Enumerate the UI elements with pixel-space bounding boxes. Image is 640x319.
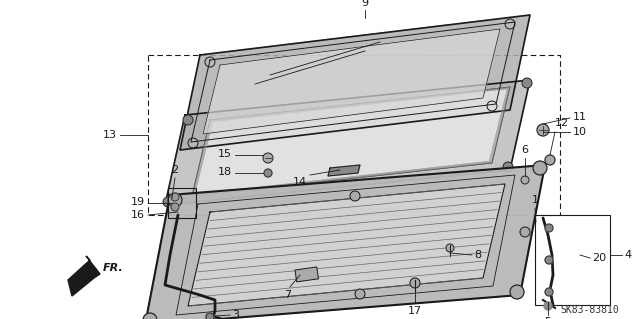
Circle shape xyxy=(168,193,182,207)
Circle shape xyxy=(537,124,549,136)
Circle shape xyxy=(171,193,179,201)
Circle shape xyxy=(183,115,193,125)
Text: 2: 2 xyxy=(172,165,179,175)
Polygon shape xyxy=(68,256,100,296)
Circle shape xyxy=(263,153,273,163)
Circle shape xyxy=(545,224,553,232)
Text: 10: 10 xyxy=(573,127,587,137)
Polygon shape xyxy=(145,165,545,319)
Text: 17: 17 xyxy=(408,306,422,316)
Circle shape xyxy=(163,197,173,207)
Text: SK83-83810: SK83-83810 xyxy=(561,305,620,315)
Circle shape xyxy=(521,176,529,184)
Text: 15: 15 xyxy=(218,149,232,159)
Text: 18: 18 xyxy=(218,167,232,177)
Bar xyxy=(295,267,319,282)
Text: 8: 8 xyxy=(474,250,481,260)
Polygon shape xyxy=(188,184,505,306)
Polygon shape xyxy=(203,29,500,134)
Text: 4: 4 xyxy=(624,250,631,260)
Text: 11: 11 xyxy=(573,112,587,122)
Circle shape xyxy=(522,78,532,88)
Text: 13: 13 xyxy=(103,130,117,140)
Text: 3: 3 xyxy=(232,310,239,319)
Circle shape xyxy=(350,191,360,201)
Circle shape xyxy=(143,313,157,319)
Circle shape xyxy=(264,169,272,177)
Text: 5: 5 xyxy=(545,317,552,319)
Circle shape xyxy=(533,161,547,175)
Polygon shape xyxy=(165,80,530,205)
Circle shape xyxy=(545,288,553,296)
Text: 19: 19 xyxy=(131,197,145,207)
Circle shape xyxy=(206,313,214,319)
Circle shape xyxy=(544,302,552,310)
Circle shape xyxy=(171,203,179,211)
Text: 7: 7 xyxy=(284,290,292,300)
Circle shape xyxy=(510,285,524,299)
Circle shape xyxy=(520,227,530,237)
Circle shape xyxy=(545,256,553,264)
Text: 9: 9 xyxy=(362,0,369,8)
Text: 20: 20 xyxy=(592,253,606,263)
Text: 12: 12 xyxy=(555,118,569,128)
Circle shape xyxy=(545,155,555,165)
Circle shape xyxy=(503,162,513,172)
Text: 16: 16 xyxy=(131,210,145,220)
Text: 6: 6 xyxy=(522,145,529,155)
Bar xyxy=(168,188,196,218)
Circle shape xyxy=(410,278,420,288)
Text: FR.: FR. xyxy=(103,263,124,273)
Polygon shape xyxy=(328,165,360,176)
Polygon shape xyxy=(180,15,530,150)
Circle shape xyxy=(446,244,454,252)
Circle shape xyxy=(355,289,365,299)
Text: 14: 14 xyxy=(293,177,307,187)
Text: 1: 1 xyxy=(531,195,538,205)
Bar xyxy=(535,215,610,305)
Polygon shape xyxy=(192,87,510,196)
